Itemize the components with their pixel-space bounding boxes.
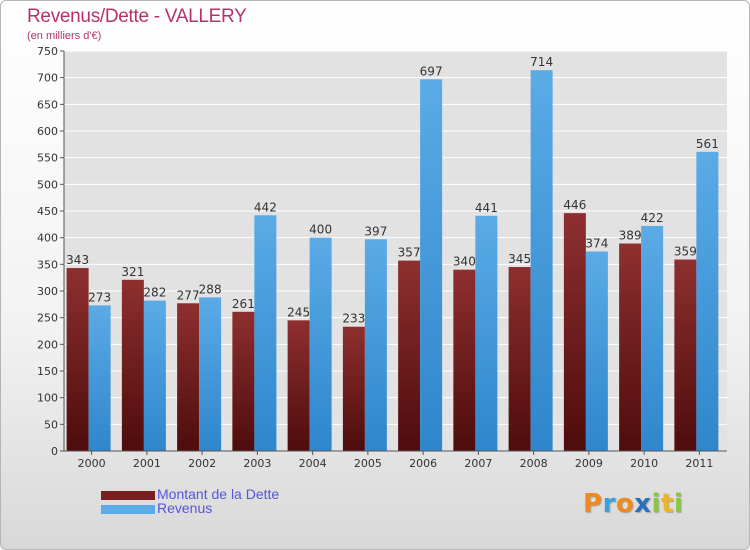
value-label-debt-2011: 359 xyxy=(674,245,697,259)
y-tick-label-350: 350 xyxy=(37,258,58,271)
y-tick-label-300: 300 xyxy=(37,285,58,298)
grid-lines xyxy=(64,50,727,425)
x-tick-label-2004: 2004 xyxy=(299,457,327,470)
logo-letter-1: r xyxy=(602,489,616,519)
value-label-revenue-2000: 273 xyxy=(88,290,111,304)
value-label-debt-2001: 321 xyxy=(121,265,144,279)
value-label-debt-2002: 277 xyxy=(177,288,200,302)
bar-debt-2007 xyxy=(453,269,476,451)
value-label-debt-2009: 446 xyxy=(563,198,586,212)
bar-revenue-2007 xyxy=(475,215,498,451)
value-label-debt-2003: 261 xyxy=(232,297,255,311)
bar-debt-2001 xyxy=(121,279,144,451)
bar-debt-2005 xyxy=(342,326,365,451)
bar-debt-2006 xyxy=(398,260,421,451)
y-tick-label-0: 0 xyxy=(51,445,58,458)
value-label-revenue-2005: 397 xyxy=(364,224,387,238)
value-label-revenue-2010: 422 xyxy=(641,211,664,225)
bar-debt-2010 xyxy=(619,243,642,451)
bar-revenue-2009 xyxy=(585,251,608,451)
x-tick-label-2008: 2008 xyxy=(520,457,548,470)
legend-label-revenue: Revenus xyxy=(157,500,213,516)
bar-debt-2009 xyxy=(563,213,586,451)
y-tick-label-450: 450 xyxy=(37,205,58,218)
y-tick-label-650: 650 xyxy=(37,98,58,111)
y-tick-label-100: 100 xyxy=(37,392,58,405)
y-axis-tick-labels: 0 50 100 150 200 250 300 350 400 450 500 550 600 650 7… xyxy=(37,45,58,458)
bar-revenue-2003 xyxy=(254,215,277,451)
x-tick-label-2010: 2010 xyxy=(630,457,658,470)
value-label-revenue-2001: 282 xyxy=(143,286,166,300)
legend-swatch-revenue xyxy=(101,505,155,514)
value-labels: 343 273 321 282 277 288 261 442 245 400 233 397 357 6… xyxy=(66,55,719,326)
x-tick-label-2006: 2006 xyxy=(409,457,437,470)
x-tick-label-2009: 2009 xyxy=(575,457,603,470)
plot-area xyxy=(64,51,727,451)
y-tick-label-600: 600 xyxy=(37,125,58,138)
value-label-debt-2000: 343 xyxy=(66,253,89,267)
y-tick-label-550: 550 xyxy=(37,152,58,165)
x-tick-label-2011: 2011 xyxy=(685,457,713,470)
x-tick-label-2003: 2003 xyxy=(243,457,271,470)
y-tick-label-700: 700 xyxy=(37,72,58,85)
bar-debt-2003 xyxy=(232,311,255,451)
proxiti-logo: Proxiti xyxy=(583,489,683,519)
value-label-revenue-2002: 288 xyxy=(199,282,222,296)
value-label-debt-2007: 340 xyxy=(453,255,476,269)
bar-revenue-2008 xyxy=(530,70,553,451)
axes xyxy=(60,50,727,455)
logo-letter-0: P xyxy=(583,489,603,519)
legend-swatch-debt xyxy=(101,491,155,500)
x-tick-label-2007: 2007 xyxy=(464,457,492,470)
chart-subtitle: (en milliers d'€) xyxy=(27,30,102,42)
bar-revenue-2002 xyxy=(199,297,222,451)
y-tick-label-400: 400 xyxy=(37,232,58,245)
y-tick-label-200: 200 xyxy=(37,338,58,351)
value-label-revenue-2006: 697 xyxy=(420,64,443,78)
value-label-debt-2004: 245 xyxy=(287,305,310,319)
value-label-debt-2006: 357 xyxy=(398,246,421,260)
bar-debt-2004 xyxy=(287,320,310,451)
legend-label-debt: Montant de la Dette xyxy=(157,486,280,502)
chart-title: Revenus/Dette - VALLERY xyxy=(27,6,247,27)
bar-revenue-2004 xyxy=(309,237,332,451)
bar-revenue-2000 xyxy=(88,305,111,451)
x-tick-label-2000: 2000 xyxy=(78,457,106,470)
bar-revenue-2005 xyxy=(364,239,387,451)
value-label-debt-2008: 345 xyxy=(508,252,531,266)
value-label-debt-2010: 389 xyxy=(619,229,642,243)
x-tick-label-2005: 2005 xyxy=(354,457,382,470)
bars xyxy=(66,70,719,452)
logo-letter-4: i xyxy=(651,489,661,519)
logo-letter-5: t xyxy=(660,489,674,519)
logo-letter-6: i xyxy=(673,489,684,519)
value-label-revenue-2004: 400 xyxy=(309,223,332,237)
bar-debt-2002 xyxy=(177,303,200,451)
bar-revenue-2011 xyxy=(696,151,719,452)
logo-letter-2: o xyxy=(615,489,635,519)
value-label-revenue-2007: 441 xyxy=(475,201,498,215)
x-axis-tick-labels: 2000 2001 2002 2003 2004 2005 2006 2007 2008 2009… xyxy=(78,457,714,470)
bar-revenue-2006 xyxy=(420,79,443,452)
x-tick-label-2001: 2001 xyxy=(133,457,161,470)
value-label-revenue-2011: 561 xyxy=(696,137,719,151)
x-tick-label-2002: 2002 xyxy=(188,457,216,470)
bar-debt-2011 xyxy=(674,259,697,451)
y-tick-label-750: 750 xyxy=(37,45,58,58)
bar-debt-2008 xyxy=(508,267,531,451)
value-label-revenue-2008: 714 xyxy=(530,55,553,69)
value-label-revenue-2003: 442 xyxy=(254,200,277,214)
y-tick-label-500: 500 xyxy=(37,178,58,191)
y-tick-label-250: 250 xyxy=(37,312,58,325)
y-tick-label-50: 50 xyxy=(44,418,58,431)
bar-revenue-2010 xyxy=(641,225,664,451)
value-label-debt-2005: 233 xyxy=(342,312,365,326)
logo-letter-3: x xyxy=(634,489,652,519)
bar-debt-2000 xyxy=(66,268,89,451)
y-tick-label-150: 150 xyxy=(37,365,58,378)
value-label-revenue-2009: 374 xyxy=(585,237,608,251)
bar-revenue-2001 xyxy=(143,300,166,451)
